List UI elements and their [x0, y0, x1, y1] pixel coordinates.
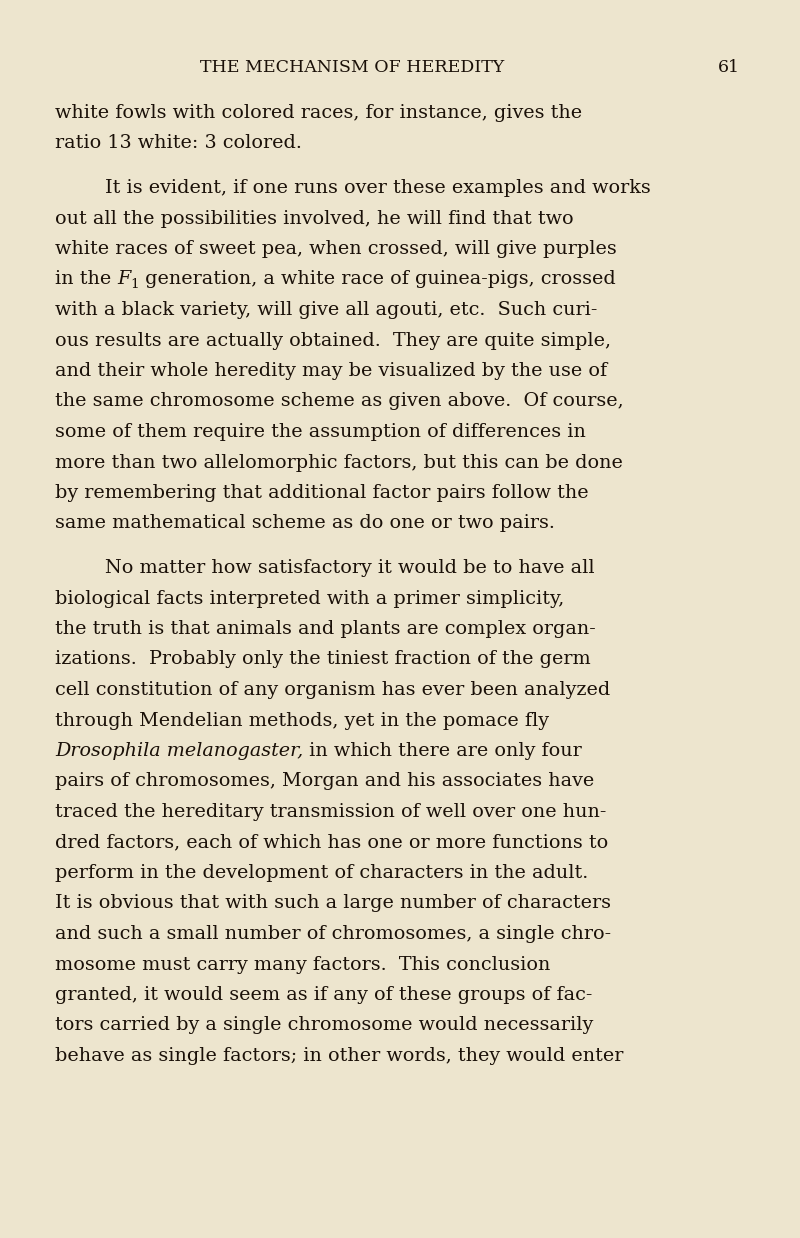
Text: Drosophila melanogaster,: Drosophila melanogaster,: [55, 742, 303, 760]
Text: by remembering that additional factor pairs follow the: by remembering that additional factor pa…: [55, 484, 589, 501]
Text: out all the possibilities involved, he will find that two: out all the possibilities involved, he w…: [55, 209, 574, 228]
Text: more than two allelomorphic factors, but this can be done: more than two allelomorphic factors, but…: [55, 453, 623, 472]
Text: 1: 1: [130, 275, 139, 287]
Text: izations.  Probably only the tiniest fraction of the germ: izations. Probably only the tiniest frac…: [55, 650, 590, 669]
Text: in which there are only four: in which there are only four: [303, 742, 582, 760]
Text: tors carried by a single chromosome would necessarily: tors carried by a single chromosome woul…: [55, 1016, 594, 1035]
Text: and such a small number of chromosomes, a single chro-: and such a small number of chromosomes, …: [55, 925, 611, 943]
Text: It is evident, if one runs over these examples and works: It is evident, if one runs over these ex…: [105, 180, 650, 197]
Text: white races of sweet pea, when crossed, will give purples: white races of sweet pea, when crossed, …: [55, 240, 617, 258]
Text: mosome must carry many factors.  This conclusion: mosome must carry many factors. This con…: [55, 956, 550, 973]
Text: It is obvious that with such a large number of characters: It is obvious that with such a large num…: [55, 895, 611, 912]
Text: traced the hereditary transmission of well over one hun-: traced the hereditary transmission of we…: [55, 803, 606, 821]
Text: same mathematical scheme as do one or two pairs.: same mathematical scheme as do one or tw…: [55, 515, 555, 532]
Text: dred factors, each of which has one or more functions to: dred factors, each of which has one or m…: [55, 833, 608, 852]
Text: THE MECHANISM OF HEREDITY: THE MECHANISM OF HEREDITY: [200, 59, 504, 76]
Text: some of them require the assumption of differences in: some of them require the assumption of d…: [55, 423, 586, 441]
Text: F: F: [118, 270, 130, 288]
Text: behave as single factors; in other words, they would enter: behave as single factors; in other words…: [55, 1047, 623, 1065]
Text: 1: 1: [130, 279, 139, 291]
Text: and their whole heredity may be visualized by the use of: and their whole heredity may be visualiz…: [55, 361, 607, 380]
Text: granted, it would seem as if any of these groups of fac-: granted, it would seem as if any of thes…: [55, 985, 592, 1004]
Text: white fowls with colored races, for instance, gives the: white fowls with colored races, for inst…: [55, 104, 582, 123]
Text: cell constitution of any organism has ever been analyzed: cell constitution of any organism has ev…: [55, 681, 610, 699]
Text: through Mendelian methods, yet in the pomace fly: through Mendelian methods, yet in the po…: [55, 712, 549, 729]
Text: ous results are actually obtained.  They are quite simple,: ous results are actually obtained. They …: [55, 332, 611, 349]
Text: No matter how satisfactory it would be to have all: No matter how satisfactory it would be t…: [105, 560, 594, 577]
Text: the truth is that animals and plants are complex organ-: the truth is that animals and plants are…: [55, 620, 596, 638]
Text: with a black variety, will give all agouti, etc.  Such curi-: with a black variety, will give all agou…: [55, 301, 598, 319]
Text: in the: in the: [55, 270, 118, 288]
Text: the same chromosome scheme as given above.  Of course,: the same chromosome scheme as given abov…: [55, 392, 624, 411]
Text: pairs of chromosomes, Morgan and his associates have: pairs of chromosomes, Morgan and his ass…: [55, 773, 594, 791]
Text: 61: 61: [718, 59, 740, 76]
Text: generation, a white race of guinea-pigs, crossed: generation, a white race of guinea-pigs,…: [139, 270, 616, 288]
Text: ratio 13 white: 3 colored.: ratio 13 white: 3 colored.: [55, 135, 302, 152]
Text: biological facts interpreted with a primer simplicity,: biological facts interpreted with a prim…: [55, 589, 564, 608]
Text: perform in the development of characters in the adult.: perform in the development of characters…: [55, 864, 588, 881]
